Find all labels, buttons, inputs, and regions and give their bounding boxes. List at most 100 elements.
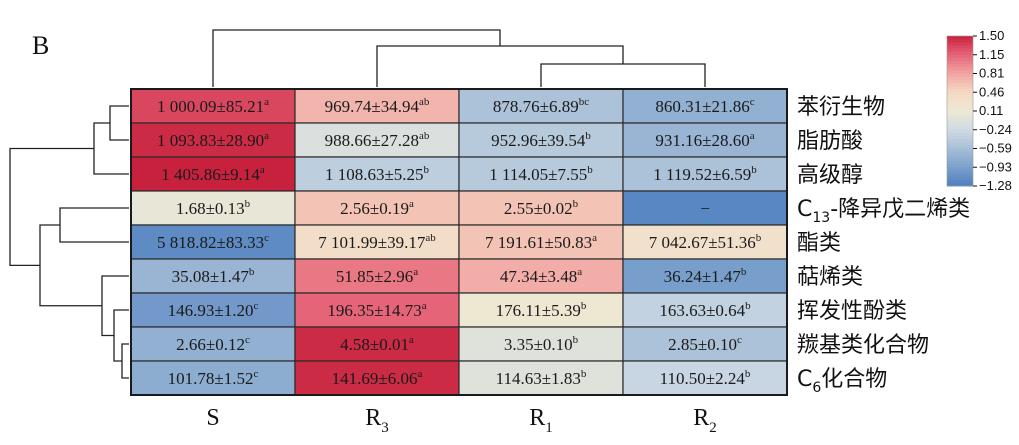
heatmap-cell — [130, 326, 296, 362]
legend-swatch — [947, 61, 973, 65]
cell-value: 1 000.09±85.21a — [157, 96, 269, 116]
legend-swatch — [947, 54, 973, 59]
column-label: R1 — [529, 405, 553, 436]
cell-value: 7 191.61±50.83a — [485, 232, 597, 252]
legend-swatch — [947, 151, 973, 156]
heatmap-cell — [622, 258, 788, 294]
legend-swatch — [947, 98, 973, 103]
legend-swatch — [947, 164, 973, 168]
legend-swatch — [947, 92, 973, 96]
cell-value: 114.63±1.83b — [496, 368, 587, 388]
legend-swatch — [947, 117, 973, 121]
legend-tick-label: −0.59 — [979, 141, 1012, 156]
heatmap-cell — [294, 88, 460, 124]
cell-value: 7 042.67±51.36b — [649, 232, 762, 252]
dendrogram-branch — [101, 275, 129, 337]
legend-swatch — [947, 126, 973, 131]
dendrogram-branch — [376, 45, 624, 87]
row-label: 苯衍生物 — [797, 95, 885, 120]
legend-tick-label: −0.24 — [979, 122, 1012, 137]
heatmap-cell — [458, 326, 624, 362]
legend-tick-label: 0.81 — [979, 66, 1004, 81]
legend-swatch — [947, 123, 973, 128]
legend-swatch — [947, 79, 973, 84]
row-label: 脂肪酸 — [797, 129, 863, 154]
color-scale-legend: 1.50 1.15 0.81 0.46 0.11 −0.24 −0.59 −0.93 −1.28 — [946, 28, 1012, 193]
column-label: R2 — [693, 405, 717, 436]
heatmap-cell — [294, 224, 460, 260]
legend-swatch — [947, 142, 973, 146]
dendrogram-branch — [540, 63, 706, 87]
cell-value: 988.66±27.28ab — [325, 130, 430, 150]
heatmap-cell — [294, 190, 460, 226]
legend-tick-label: 1.50 — [979, 28, 1004, 43]
legend-tick-label: −1.28 — [979, 178, 1012, 193]
cell-value: 51.85±2.96a — [336, 266, 418, 286]
legend-swatch — [947, 139, 973, 143]
legend-swatch — [947, 179, 973, 184]
cell-value: 931.16±28.60a — [655, 130, 754, 150]
dendrogram-branch — [9, 147, 94, 267]
legend-tick-label: 0.11 — [979, 103, 1003, 118]
cell-value: 176.11±5.39b — [496, 300, 587, 320]
row-label: 酯类 — [797, 231, 841, 256]
heatmap-grid: 1 000.09±85.21a 969.74±34.94ab 878.76±6.89… — [130, 88, 788, 396]
cell-value: 146.93±1.20c — [168, 300, 259, 320]
cell-value: 4.58±0.01a — [340, 334, 414, 354]
legend-swatch — [947, 154, 973, 159]
legend-swatch — [947, 104, 973, 109]
legend-tick-label: 1.15 — [979, 47, 1004, 62]
column-labels: S R3 R1 R2 — [206, 405, 716, 436]
legend-swatch — [947, 64, 973, 68]
heatmap-border — [130, 88, 788, 396]
heatmap-cell — [622, 326, 788, 362]
heatmap-cell — [458, 292, 624, 328]
legend-swatch — [947, 170, 973, 174]
panel-label: B — [32, 31, 49, 60]
legend-swatch — [947, 82, 973, 87]
cell-value: 1 405.86±9.14a — [161, 164, 265, 184]
cell-value: 969.74±34.94ab — [325, 96, 430, 116]
cell-value: 7 101.99±39.17ab — [318, 232, 436, 252]
legend-swatch — [947, 173, 973, 178]
legend-swatch — [947, 167, 973, 171]
cell-value: 36.24±1.47b — [664, 266, 747, 286]
cell-value: 163.63±0.64b — [659, 300, 751, 320]
cell-value: 196.35±14.73a — [327, 300, 426, 320]
legend-swatch — [947, 101, 973, 106]
cell-value: 2.66±0.12c — [176, 334, 250, 354]
heatmap-cell — [458, 190, 624, 226]
legend-tick-label: 0.46 — [979, 84, 1004, 99]
dendrogram-branch — [39, 224, 102, 307]
legend-swatch — [947, 148, 973, 153]
row-dendrogram — [9, 105, 129, 379]
cell-value: 2.55±0.02b — [504, 198, 579, 218]
legend-swatch — [947, 129, 973, 134]
legend-swatch — [947, 45, 973, 49]
legend-swatch — [947, 51, 973, 56]
legend-swatch — [947, 182, 973, 187]
legend-swatch — [947, 107, 973, 112]
column-dendrogram — [212, 29, 706, 87]
legend-tick-label: −0.93 — [979, 159, 1012, 174]
legend-swatch — [947, 157, 973, 162]
row-label: C13-降异戊二烯类 — [797, 197, 970, 226]
cell-value: 47.34±3.48a — [500, 266, 582, 286]
row-label: 萜烯类 — [797, 265, 863, 290]
cell-value: 2.56±0.19a — [340, 198, 414, 218]
column-label: R3 — [365, 405, 389, 436]
legend-swatch — [947, 39, 973, 43]
heatmap-cell — [294, 156, 460, 192]
legend-swatch — [947, 89, 973, 93]
legend-swatch — [947, 86, 973, 90]
legend-swatch — [947, 42, 973, 46]
cell-value: 35.08±1.47b — [172, 266, 255, 286]
cell-value: 1 108.63±5.25b — [325, 164, 430, 184]
heatmap-cell — [294, 326, 460, 362]
legend-swatch — [947, 136, 973, 140]
row-label: 挥发性酚类 — [797, 299, 907, 324]
heatmap-cell — [458, 224, 624, 260]
cell-value: 5 818.82±83.33c — [157, 232, 269, 252]
cell-value: − — [700, 199, 710, 218]
